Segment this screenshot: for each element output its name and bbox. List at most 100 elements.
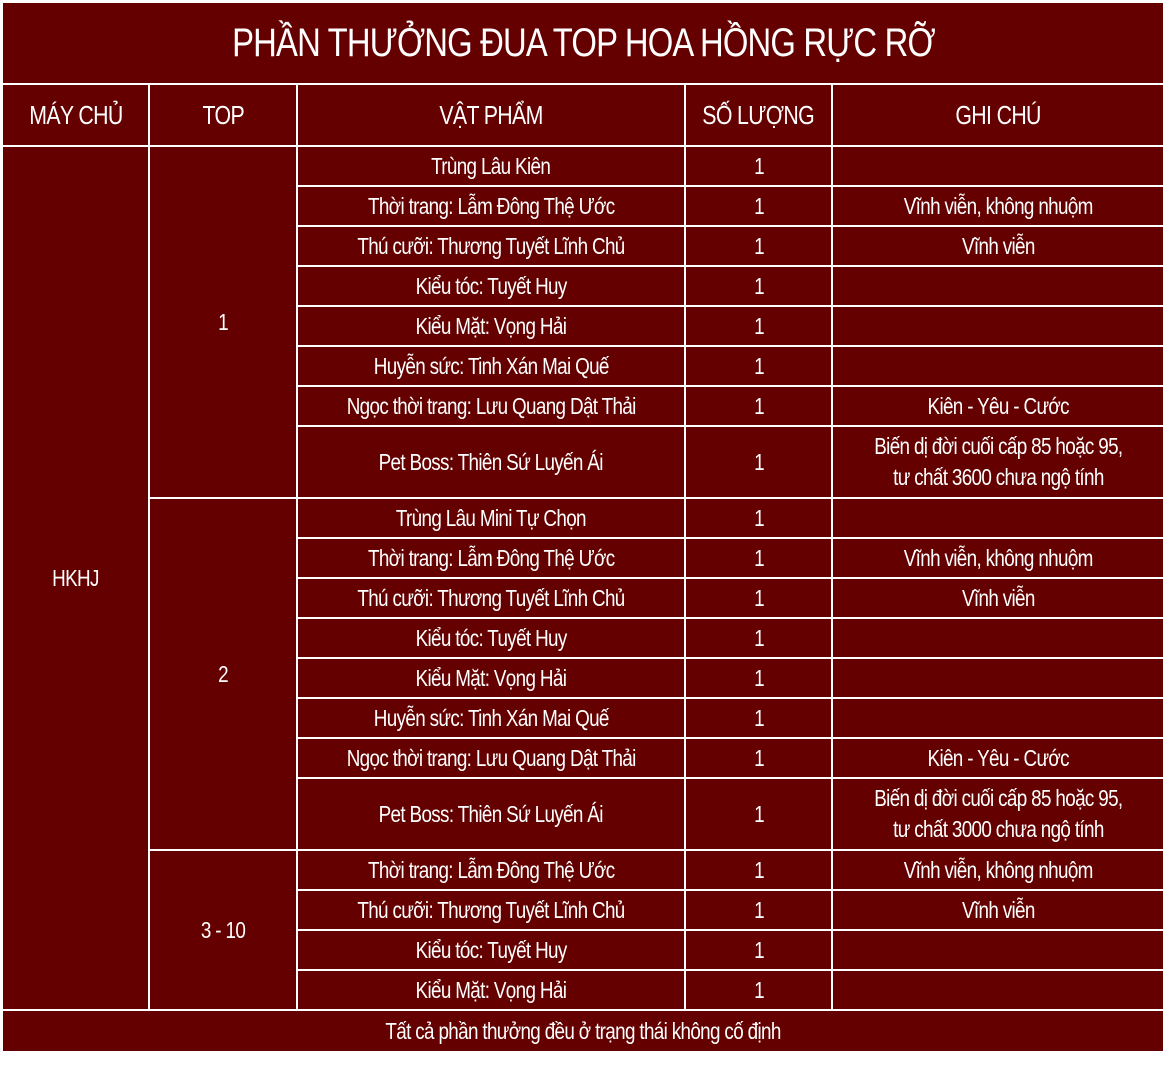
quantity-cell-text: 1	[753, 152, 764, 179]
note-cell	[833, 699, 1163, 737]
note-cell	[833, 267, 1163, 305]
item-cell-text: Thời trang: Lẫm Đông Thệ Ước	[367, 544, 615, 571]
server-cell: HKHJ	[3, 147, 148, 1009]
table-row: Kiểu tóc: Tuyết Huy 1	[3, 931, 1163, 969]
header-text: MÁY CHỦ	[28, 99, 123, 130]
item-cell-text: Kiểu tóc: Tuyết Huy	[415, 624, 567, 651]
item-cell-text: Kiểu Mặt: Vọng Hải	[415, 312, 567, 339]
quantity-cell-text: 1	[753, 584, 764, 611]
item-cell-text: Kiểu Mặt: Vọng Hải	[415, 664, 567, 691]
quantity-cell-text: 1	[753, 936, 764, 963]
note-cell-text-line2: tư chất 3000 chưa ngộ tính	[892, 816, 1104, 842]
note-cell	[833, 499, 1163, 537]
quantity-cell: 1	[686, 499, 831, 537]
item-cell: Kiểu tóc: Tuyết Huy	[298, 931, 684, 969]
note-cell-text: Vĩnh viễn	[961, 232, 1035, 259]
note-cell	[833, 307, 1163, 345]
note-cell: Vĩnh viễn	[833, 579, 1163, 617]
item-cell: Trùng Lâu Kiên	[298, 147, 684, 185]
item-cell: Pet Boss: Thiên Sứ Luyến Ái	[298, 779, 684, 849]
quantity-cell: 1	[686, 307, 831, 345]
note-cell: Vĩnh viễn	[833, 227, 1163, 265]
quantity-cell: 1	[686, 347, 831, 385]
item-cell: Huyễn sức: Tinh Xán Mai Quế	[298, 347, 684, 385]
table-row: Thú cưỡi: Thương Tuyết Lĩnh Chủ 1 Vĩnh viễ…	[3, 579, 1163, 617]
quantity-cell-text: 1	[753, 544, 764, 571]
table-row: Thời trang: Lẫm Đông Thệ Ước 1 Vĩnh viễn, …	[3, 187, 1163, 225]
table-row: Ngọc thời trang: Lưu Quang Dật Thải 1 Kiên…	[3, 387, 1163, 425]
table-row: Kiểu Mặt: Vọng Hải 1	[3, 307, 1163, 345]
table-row: Huyễn sức: Tinh Xán Mai Quế 1	[3, 699, 1163, 737]
table-row: Thời trang: Lẫm Đông Thệ Ước 1 Vĩnh viễn, …	[3, 539, 1163, 577]
header-text: VẬT PHẨM	[439, 99, 543, 130]
quantity-cell-text: 1	[753, 504, 764, 531]
quantity-cell: 1	[686, 267, 831, 305]
quantity-cell-text: 1	[753, 976, 764, 1003]
table-row: Pet Boss: Thiên Sứ Luyến Ái 1 Biến dị đời …	[3, 427, 1163, 497]
server-cell-text: HKHJ	[52, 564, 99, 591]
note-cell-text: Biến dị đời cuối cấp 85 hoặc 95,	[873, 433, 1123, 459]
quantity-cell-text: 1	[753, 192, 764, 219]
table-title: PHẦN THƯỞNG ĐUA TOP HOA HỒNG RỰC RỠ	[3, 3, 1163, 83]
item-cell: Thời trang: Lẫm Đông Thệ Ước	[298, 539, 684, 577]
quantity-cell-text: 1	[753, 896, 764, 923]
item-cell-text: Pet Boss: Thiên Sứ Luyến Ái	[378, 800, 604, 827]
table-row: Thú cưỡi: Thương Tuyết Lĩnh Chủ 1 Vĩnh viễ…	[3, 891, 1163, 929]
quantity-cell-text: 1	[753, 624, 764, 651]
item-cell-text: Pet Boss: Thiên Sứ Luyến Ái	[378, 448, 604, 475]
table-row: Thú cưỡi: Thương Tuyết Lĩnh Chủ 1 Vĩnh viễ…	[3, 227, 1163, 265]
item-cell-text: Thú cưỡi: Thương Tuyết Lĩnh Chủ	[357, 896, 625, 923]
item-cell-text: Trùng Lâu Kiên	[431, 152, 551, 179]
item-cell-text: Thời trang: Lẫm Đông Thệ Ước	[367, 856, 615, 883]
quantity-cell-text: 1	[753, 744, 764, 771]
item-cell: Ngọc thời trang: Lưu Quang Dật Thải	[298, 387, 684, 425]
top-rank-cell-text: 2	[218, 660, 228, 687]
quantity-cell: 1	[686, 147, 831, 185]
header-text: TOP	[202, 99, 244, 130]
table-row: Kiểu Mặt: Vọng Hải 1	[3, 659, 1163, 697]
note-cell-text: Vĩnh viễn, không nhuộm	[903, 192, 1094, 219]
footer-note-text: Tất cả phần thưởng đều ở trạng thái khôn…	[385, 1017, 781, 1044]
quantity-cell-text: 1	[753, 664, 764, 691]
note-cell	[833, 971, 1163, 1009]
quantity-cell: 1	[686, 699, 831, 737]
quantity-cell-text: 1	[753, 856, 764, 883]
quantity-cell: 1	[686, 579, 831, 617]
reward-table: PHẦN THƯỞNG ĐUA TOP HOA HỒNG RỰC RỠ MÁY …	[1, 1, 1165, 1053]
header-top: TOP	[150, 85, 296, 145]
item-cell: Pet Boss: Thiên Sứ Luyến Ái	[298, 427, 684, 497]
item-cell-text: Thời trang: Lẫm Đông Thệ Ước	[367, 192, 615, 219]
item-cell-text: Huyễn sức: Tinh Xán Mai Quế	[373, 352, 610, 379]
item-cell-text: Kiểu tóc: Tuyết Huy	[415, 272, 567, 299]
quantity-cell: 1	[686, 851, 831, 889]
top-rank-cell: 2	[150, 499, 296, 849]
quantity-cell: 1	[686, 539, 831, 577]
table-row: Huyễn sức: Tinh Xán Mai Quế 1	[3, 347, 1163, 385]
table-row: Kiểu Mặt: Vọng Hải 1	[3, 971, 1163, 1009]
item-cell-text: Huyễn sức: Tinh Xán Mai Quế	[373, 704, 610, 731]
top-rank-cell-text: 3 - 10	[200, 916, 246, 943]
item-cell: Ngọc thời trang: Lưu Quang Dật Thải	[298, 739, 684, 777]
note-cell: Vĩnh viễn, không nhuộm	[833, 851, 1163, 889]
item-cell: Kiểu Mặt: Vọng Hải	[298, 659, 684, 697]
header-quantity: SỐ LƯỢNG	[686, 85, 831, 145]
item-cell-text: Trùng Lâu Mini Tự Chọn	[395, 504, 587, 531]
item-cell: Thời trang: Lẫm Đông Thệ Ước	[298, 187, 684, 225]
table-row: HKHJ 1 Trùng Lâu Kiên 1	[3, 147, 1163, 1009]
note-cell-text: Kiên - Yêu - Cước	[927, 392, 1069, 419]
quantity-cell-text: 1	[753, 232, 764, 259]
item-cell: Thú cưỡi: Thương Tuyết Lĩnh Chủ	[298, 891, 684, 929]
note-cell: Biến dị đời cuối cấp 85 hoặc 95, tư chất …	[833, 427, 1163, 497]
note-cell: Vĩnh viễn, không nhuộm	[833, 187, 1163, 225]
table-row: 3 - 10 Thời trang: Lẫm Đông Thệ Ước 1 Vĩnh …	[3, 851, 1163, 1009]
note-cell-text: Vĩnh viễn, không nhuộm	[903, 544, 1094, 571]
quantity-cell: 1	[686, 227, 831, 265]
table-row: Pet Boss: Thiên Sứ Luyến Ái 1 Biến dị đời …	[3, 779, 1163, 849]
note-cell-text-line2: tư chất 3600 chưa ngộ tính	[892, 464, 1104, 490]
header-server: MÁY CHỦ	[3, 85, 148, 145]
header-note: GHI CHÚ	[833, 85, 1163, 145]
note-cell-text: Vĩnh viễn	[961, 896, 1035, 923]
item-cell: Kiểu Mặt: Vọng Hải	[298, 971, 684, 1009]
note-cell: Vĩnh viễn	[833, 891, 1163, 929]
note-cell-text: Biến dị đời cuối cấp 85 hoặc 95,	[873, 785, 1123, 811]
